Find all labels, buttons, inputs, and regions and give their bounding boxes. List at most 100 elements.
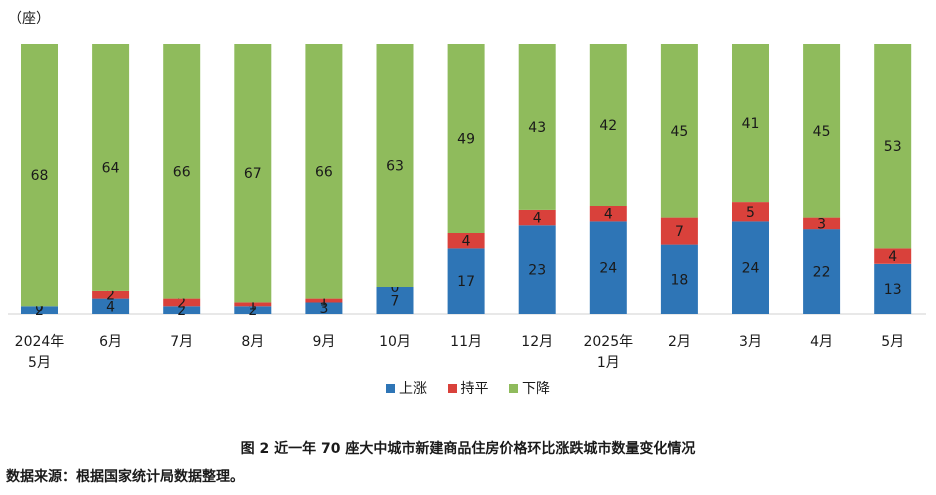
bar-segment-flat-11: [803, 217, 841, 230]
x-tick-label-6: 11月: [450, 334, 482, 350]
data-label-fall-0: 68: [31, 168, 49, 184]
bar-segment-flat-3: [234, 302, 272, 307]
data-label-fall-8: 42: [599, 118, 617, 134]
data-label-fall-11: 45: [813, 124, 831, 140]
bar-segment-rise-10: [732, 221, 769, 314]
bar-segment-fall-4: [305, 44, 343, 299]
y-unit-label: （座）: [8, 11, 50, 27]
data-label-rise-6: 17: [457, 274, 475, 290]
data-label-flat-5: 0: [391, 280, 400, 296]
data-label-fall-12: 53: [884, 139, 902, 155]
bar-segment-fall-12: [874, 44, 912, 249]
bar-segment-fall-5: [376, 44, 414, 287]
bar-segment-rise-2: [163, 306, 201, 314]
legend-label-flat: 持平: [460, 381, 489, 397]
bar-segment-fall-2: [163, 44, 201, 299]
x-tick-label-0-line2: 5月: [28, 355, 51, 371]
data-label-rise-3: 2: [248, 303, 257, 319]
bar-segment-fall-7: [518, 44, 556, 210]
x-tick-label-4: 9月: [312, 334, 335, 350]
bar-segment-rise-3: [234, 306, 272, 314]
x-tick-label-12: 5月: [881, 334, 904, 350]
bar-segment-rise-5: [376, 287, 414, 314]
x-tick-label-7: 12月: [521, 334, 553, 350]
data-label-fall-1: 64: [102, 160, 120, 176]
data-label-rise-12: 13: [884, 282, 902, 298]
bar-segment-flat-4: [305, 298, 343, 303]
bar-segment-fall-0: [21, 44, 58, 307]
x-tick-label-2: 7月: [170, 334, 193, 350]
legend-item-rise: 上涨: [386, 378, 427, 398]
bar-segment-flat-12: [874, 248, 912, 264]
data-label-flat-6: 4: [462, 234, 471, 250]
legend-swatch-flat: [447, 383, 457, 393]
data-label-flat-12: 4: [888, 249, 897, 265]
legend-item-fall: 下降: [508, 378, 550, 398]
x-tick-label-10: 3月: [739, 334, 762, 350]
stacked-bar-chart: 20682024年5月42646月22667月21678月31669月70631…: [8, 44, 926, 371]
data-label-fall-2: 66: [173, 164, 191, 180]
x-tick-label-1: 6月: [99, 334, 122, 350]
data-label-fall-7: 43: [528, 120, 546, 136]
data-label-rise-2: 2: [177, 303, 186, 319]
data-label-flat-4: 1: [319, 294, 328, 310]
data-label-rise-5: 7: [391, 294, 400, 310]
data-label-fall-10: 41: [742, 116, 760, 132]
data-label-flat-8: 4: [604, 207, 613, 223]
data-label-fall-5: 63: [386, 159, 404, 175]
data-label-flat-1: 2: [106, 288, 115, 304]
x-tick-label-0: 2024年: [15, 334, 65, 350]
x-tick-label-5: 10月: [379, 334, 411, 350]
legend-label-fall: 下降: [521, 381, 550, 397]
bar-segment-flat-10: [732, 202, 769, 222]
bar-segment-rise-11: [803, 229, 841, 314]
data-label-flat-0: 0: [35, 299, 44, 315]
bar-segment-rise-12: [874, 263, 912, 314]
data-label-flat-11: 3: [817, 216, 826, 232]
legend-swatch-rise: [386, 383, 396, 393]
data-label-fall-6: 49: [457, 132, 475, 148]
bar-segment-fall-1: [92, 44, 130, 291]
legend: 上涨 持平 下降: [0, 378, 936, 398]
data-label-rise-1: 4: [106, 299, 115, 315]
bar-segment-rise-4: [305, 302, 343, 314]
legend-item-flat: 持平: [447, 378, 489, 398]
x-tick-label-3: 8月: [241, 334, 264, 350]
bar-segment-fall-3: [234, 44, 272, 303]
data-label-flat-3: 1: [248, 297, 257, 313]
legend-label-rise: 上涨: [399, 381, 428, 397]
bar-segment-flat-9: [660, 217, 698, 245]
data-label-fall-3: 67: [244, 166, 262, 182]
x-tick-label-9: 2月: [668, 334, 691, 350]
bar-segment-fall-6: [447, 44, 485, 233]
bar-segment-rise-9: [660, 244, 698, 314]
bar-segment-flat-7: [518, 209, 556, 226]
figure-caption: 图 2 近一年 70 座大中城市新建商品住房价格环比涨跌城市数量变化情况: [240, 441, 696, 457]
bar-segment-fall-9: [660, 44, 698, 218]
data-label-flat-10: 5: [746, 205, 755, 221]
data-label-fall-9: 45: [670, 124, 688, 140]
bar-segment-flat-1: [92, 290, 130, 299]
data-label-flat-9: 7: [675, 224, 684, 240]
data-source-note: 数据来源：根据国家统计局数据整理。: [6, 469, 244, 485]
data-label-fall-4: 66: [315, 164, 333, 180]
bar-segment-flat-8: [589, 206, 627, 222]
x-tick-label-11: 4月: [810, 334, 833, 350]
bar-segment-rise-0: [21, 306, 58, 314]
bar-segment-rise-6: [447, 248, 485, 314]
bar-segment-rise-7: [518, 225, 556, 314]
bar-segment-flat-2: [163, 298, 201, 307]
data-label-flat-7: 4: [533, 211, 542, 227]
data-label-flat-2: 2: [177, 295, 186, 311]
data-label-rise-10: 24: [742, 261, 760, 277]
data-label-rise-4: 3: [319, 301, 328, 317]
data-label-rise-0: 2: [35, 303, 44, 319]
bar-segment-fall-10: [732, 44, 769, 203]
bar-segment-rise-1: [92, 298, 130, 314]
legend-swatch-fall: [508, 383, 518, 393]
x-tick-label-8: 2025年: [583, 334, 633, 350]
data-label-rise-9: 18: [670, 272, 688, 288]
bar-segment-fall-11: [803, 44, 841, 218]
bar-segment-fall-8: [589, 44, 627, 206]
bar-segment-rise-8: [589, 221, 627, 314]
